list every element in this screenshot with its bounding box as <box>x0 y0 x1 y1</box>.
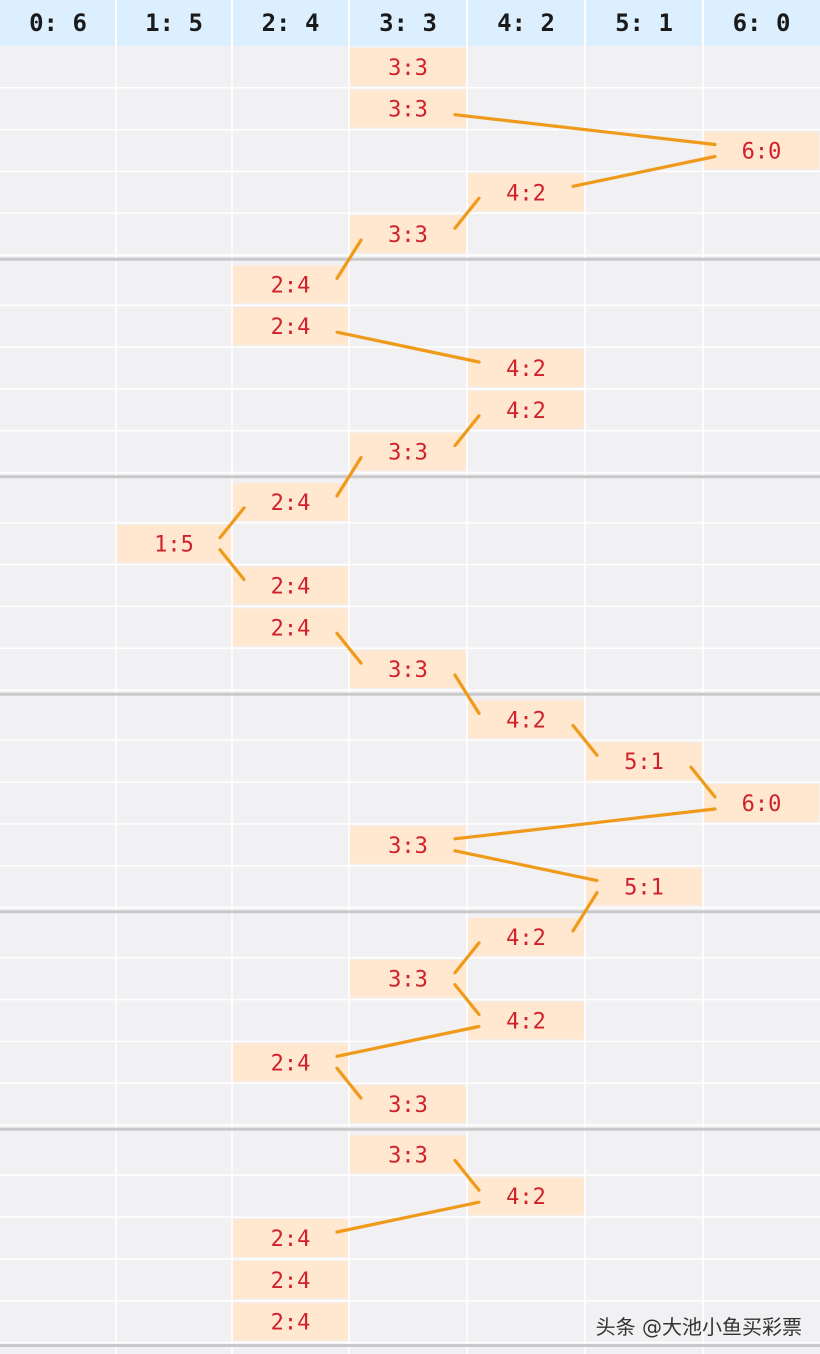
value-label: 3:3 <box>388 658 428 683</box>
group-separator <box>0 1344 820 1347</box>
value-label: 4:2 <box>506 708 546 733</box>
column-header: 1: 5 <box>145 9 203 37</box>
value-label: 2:4 <box>271 575 311 600</box>
value-cell <box>233 265 348 304</box>
value-cell <box>468 173 584 212</box>
value-cell <box>233 608 348 647</box>
column-header: 2: 4 <box>262 9 320 37</box>
trend-connector <box>335 456 363 498</box>
trend-connector <box>453 673 481 716</box>
value-cell <box>233 1302 348 1341</box>
trend-connector <box>453 414 481 448</box>
value-label: 4:2 <box>506 1185 546 1210</box>
trend-connector <box>453 849 599 883</box>
value-cell <box>350 959 466 998</box>
value-label: 2:4 <box>271 616 311 641</box>
column-header: 3: 3 <box>379 9 437 37</box>
value-label: 3:3 <box>388 223 428 248</box>
value-cell <box>233 1260 348 1299</box>
group-separator <box>0 1127 820 1131</box>
value-label: 5:1 <box>624 876 664 901</box>
value-cell <box>233 483 348 521</box>
trend-connector <box>453 196 481 230</box>
column-header: 5: 1 <box>615 9 673 37</box>
value-label: 2:4 <box>271 491 311 516</box>
value-cell <box>350 215 466 253</box>
value-cell <box>468 390 584 429</box>
trend-connector <box>453 941 481 975</box>
value-label: 2:4 <box>271 1227 311 1252</box>
group-separator <box>0 692 820 696</box>
value-cell <box>468 918 584 956</box>
trend-connector <box>335 1024 481 1058</box>
value-cell <box>586 742 702 781</box>
trend-connector <box>453 1158 481 1192</box>
watermark-text: 头条 @大池小鱼买彩票 <box>596 1315 802 1339</box>
trend-connector <box>218 548 246 582</box>
value-label: 6:0 <box>742 792 782 817</box>
trend-connector <box>453 113 717 147</box>
value-cell <box>350 825 466 864</box>
value-label: 4:2 <box>506 181 546 206</box>
group-separator <box>0 257 820 261</box>
group-separator <box>0 475 820 479</box>
value-label: 2:4 <box>271 315 311 340</box>
value-label: 3:3 <box>388 1093 428 1118</box>
value-cell <box>704 784 819 822</box>
value-cell <box>704 131 819 170</box>
trend-connector <box>218 506 246 540</box>
value-cell <box>233 1043 348 1082</box>
value-label: 3:3 <box>388 968 428 993</box>
trend-connector <box>453 807 717 841</box>
trend-connector <box>335 631 363 665</box>
trend-connector <box>571 890 599 933</box>
value-cell <box>350 432 466 471</box>
value-label: 5:1 <box>624 750 664 775</box>
value-cell <box>468 349 584 387</box>
value-cell <box>117 524 231 563</box>
value-label: 3:3 <box>388 834 428 859</box>
value-cell <box>233 307 348 346</box>
value-cell <box>350 48 466 86</box>
trend-connector <box>335 1200 481 1234</box>
value-cell <box>468 1001 584 1040</box>
header-background <box>0 0 820 46</box>
trend-connector <box>689 765 717 799</box>
column-header: 4: 2 <box>497 9 555 37</box>
value-label: 2:4 <box>271 273 311 298</box>
value-label: 4:2 <box>506 1010 546 1035</box>
group-separator <box>0 910 820 914</box>
value-label: 3:3 <box>388 1143 428 1168</box>
value-label: 3:3 <box>388 98 428 123</box>
value-label: 4:2 <box>506 357 546 382</box>
column-header: 6: 0 <box>733 9 791 37</box>
value-label: 2:4 <box>271 1311 311 1336</box>
value-label: 2:4 <box>271 1051 311 1076</box>
trend-connector <box>335 238 363 280</box>
value-label: 1:5 <box>154 533 194 558</box>
value-label: 2:4 <box>271 1269 311 1294</box>
value-label: 4:2 <box>506 926 546 951</box>
trend-connector <box>571 154 717 188</box>
trend-connector <box>571 723 599 757</box>
column-header: 0: 6 <box>29 9 87 37</box>
value-label: 6:0 <box>742 140 782 165</box>
trend-connector <box>453 983 481 1017</box>
value-cell <box>350 89 466 128</box>
trend-connector <box>335 330 481 364</box>
value-cell <box>350 650 466 688</box>
value-cell <box>233 1219 348 1257</box>
value-cell <box>468 700 584 739</box>
value-label: 3:3 <box>388 56 428 81</box>
value-cell <box>233 566 348 605</box>
value-cell <box>586 867 702 906</box>
trend-connector <box>335 1066 363 1100</box>
value-cell <box>350 1085 466 1123</box>
value-cell <box>350 1135 466 1174</box>
value-cell <box>468 1177 584 1216</box>
value-label: 3:3 <box>388 441 428 466</box>
value-label: 4:2 <box>506 399 546 424</box>
